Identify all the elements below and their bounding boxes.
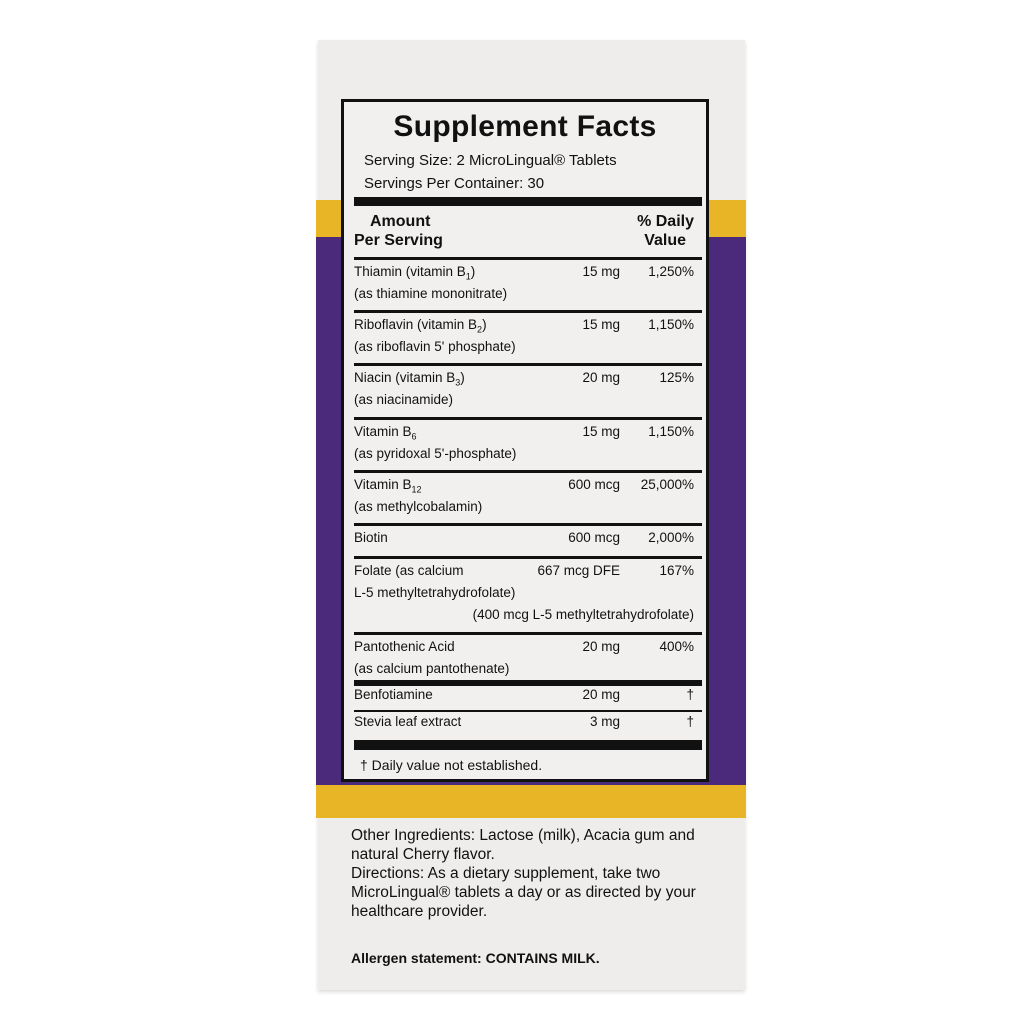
nutrient-name: Niacin (vitamin B3)	[354, 370, 465, 388]
directions: Directions: As a dietary supplement, tak…	[351, 865, 696, 920]
divider	[354, 417, 702, 420]
nutrient-amount: 600 mcg	[568, 530, 620, 545]
nutrient-daily-value: 2,000%	[648, 530, 694, 545]
header-value: Value	[644, 232, 686, 249]
header-daily: % Daily	[637, 213, 694, 230]
nutrient-amount: 600 mcg	[568, 477, 620, 492]
divider	[354, 310, 702, 313]
nutrient-name: Pantothenic Acid	[354, 639, 455, 654]
nutrient-daily-value: 1,250%	[648, 264, 694, 279]
other-ingredients: Other Ingredients: Lactose (milk), Acaci…	[351, 827, 695, 863]
nutrient-source: L-5 methyltetrahydrofolate)	[354, 585, 516, 600]
nutrient-name: Biotin	[354, 530, 388, 545]
nutrient-amount: 15 mg	[582, 424, 620, 439]
nutrient-source: (as methylcobalamin)	[354, 499, 483, 514]
nutrient-daily-value: 125%	[659, 370, 694, 385]
divider	[354, 680, 702, 686]
nutrient-daily-value: 400%	[659, 639, 694, 654]
nutrient-note: (400 mcg L-5 methyltetrahydrofolate)	[472, 607, 694, 622]
nutrient-amount: 20 mg	[582, 687, 620, 702]
divider-thick	[354, 740, 702, 750]
nutrient-amount: 20 mg	[582, 639, 620, 654]
header-amount: Amount	[370, 213, 431, 230]
nutrient-amount: 20 mg	[582, 370, 620, 385]
supplement-facts-panel: Supplement Facts Serving Size: 2 MicroLi…	[341, 99, 709, 782]
nutrient-daily-value: †	[686, 714, 694, 729]
nutrient-name: Vitamin B6	[354, 424, 417, 442]
nutrient-source: (as riboflavin 5' phosphate)	[354, 339, 516, 354]
allergen-statement: Allergen statement: CONTAINS MILK.	[351, 950, 600, 966]
divider	[354, 363, 702, 366]
divider	[354, 710, 702, 712]
nutrient-amount: 3 mg	[589, 714, 620, 729]
header-per-serving: Per Serving	[354, 232, 443, 249]
nutrient-source: (as pyridoxal 5'-phosphate)	[354, 446, 517, 461]
nutrient-amount: 667 mcg DFE	[537, 563, 620, 578]
nutrient-amount: 15 mg	[582, 264, 620, 279]
nutrient-daily-value: 25,000%	[640, 477, 694, 492]
divider	[354, 470, 702, 473]
nutrient-name: Riboflavin (vitamin B2)	[354, 317, 487, 335]
nutrient-name: Stevia leaf extract	[354, 714, 462, 729]
nutrient-name: Folate (as calcium	[354, 563, 464, 578]
nutrient-daily-value: 1,150%	[648, 424, 694, 439]
nutrient-source: (as calcium pantothenate)	[354, 661, 510, 676]
divider	[354, 556, 702, 559]
panel-title: Supplement Facts	[393, 110, 657, 143]
nutrient-amount: 15 mg	[582, 317, 620, 332]
nutrient-source: (as niacinamide)	[354, 392, 454, 407]
nutrient-name: Thiamin (vitamin B1)	[354, 264, 476, 282]
other-ingredients-block: Other Ingredients: Lactose (milk), Acaci…	[351, 826, 731, 921]
divider	[354, 632, 702, 635]
divider-thick	[354, 197, 702, 206]
servings-per-container: Servings Per Container: 30	[364, 175, 545, 192]
divider	[354, 257, 702, 260]
nutrient-source: (as thiamine mononitrate)	[354, 286, 508, 301]
nutrient-daily-value: †	[686, 687, 694, 702]
divider	[354, 523, 702, 526]
yellow-stripe-bottom	[316, 785, 746, 818]
nutrient-name: Benfotiamine	[354, 687, 433, 702]
footnote: † Daily value not established.	[360, 757, 543, 773]
serving-size: Serving Size: 2 MicroLingual® Tablets	[364, 152, 617, 169]
nutrient-name: Vitamin B12	[354, 477, 422, 495]
nutrient-daily-value: 167%	[659, 563, 694, 578]
nutrient-daily-value: 1,150%	[648, 317, 694, 332]
